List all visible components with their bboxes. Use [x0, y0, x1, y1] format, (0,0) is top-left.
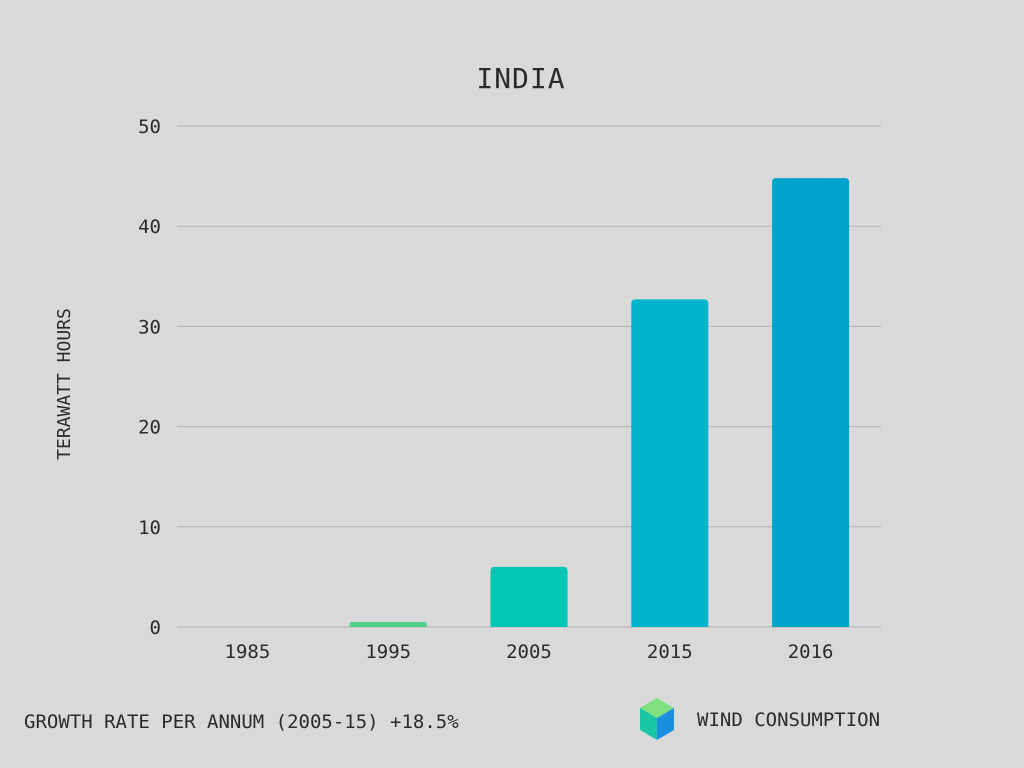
legend-label: WIND CONSUMPTION — [697, 709, 880, 731]
y-axis-ticks: 0 10 20 30 40 50 — [138, 116, 161, 639]
x-tick-label: 1995 — [365, 641, 411, 663]
x-tick-label: 2005 — [506, 641, 552, 663]
y-tick-label: 20 — [138, 417, 161, 439]
x-tick-label: 2016 — [788, 641, 834, 663]
bar-2015 — [631, 299, 709, 627]
chart-title: INDIA — [476, 62, 565, 95]
x-tick-label: 2015 — [647, 641, 693, 663]
growth-rate-text: GROWTH RATE PER ANNUM (2005-15) +18.5% — [24, 711, 459, 733]
y-tick-label: 0 — [150, 617, 161, 639]
bars — [349, 178, 850, 627]
cube-icon — [640, 698, 674, 740]
bar-1995 — [349, 621, 427, 627]
bar-2005 — [490, 566, 568, 627]
bar-2016 — [772, 178, 850, 627]
y-tick-label: 50 — [138, 116, 161, 138]
y-tick-label: 40 — [138, 216, 161, 238]
cube-icon-left — [640, 708, 657, 740]
y-axis-label: TERAWATT HOURS — [54, 308, 75, 460]
x-tick-label: 1985 — [225, 641, 271, 663]
gridlines — [177, 125, 881, 628]
legend: WIND CONSUMPTION — [640, 698, 880, 740]
y-tick-label: 10 — [138, 517, 161, 539]
y-tick-label: 30 — [138, 316, 161, 338]
cube-icon-right — [657, 708, 674, 740]
x-axis-ticks: 1985 1995 2005 2015 2016 — [225, 641, 834, 663]
